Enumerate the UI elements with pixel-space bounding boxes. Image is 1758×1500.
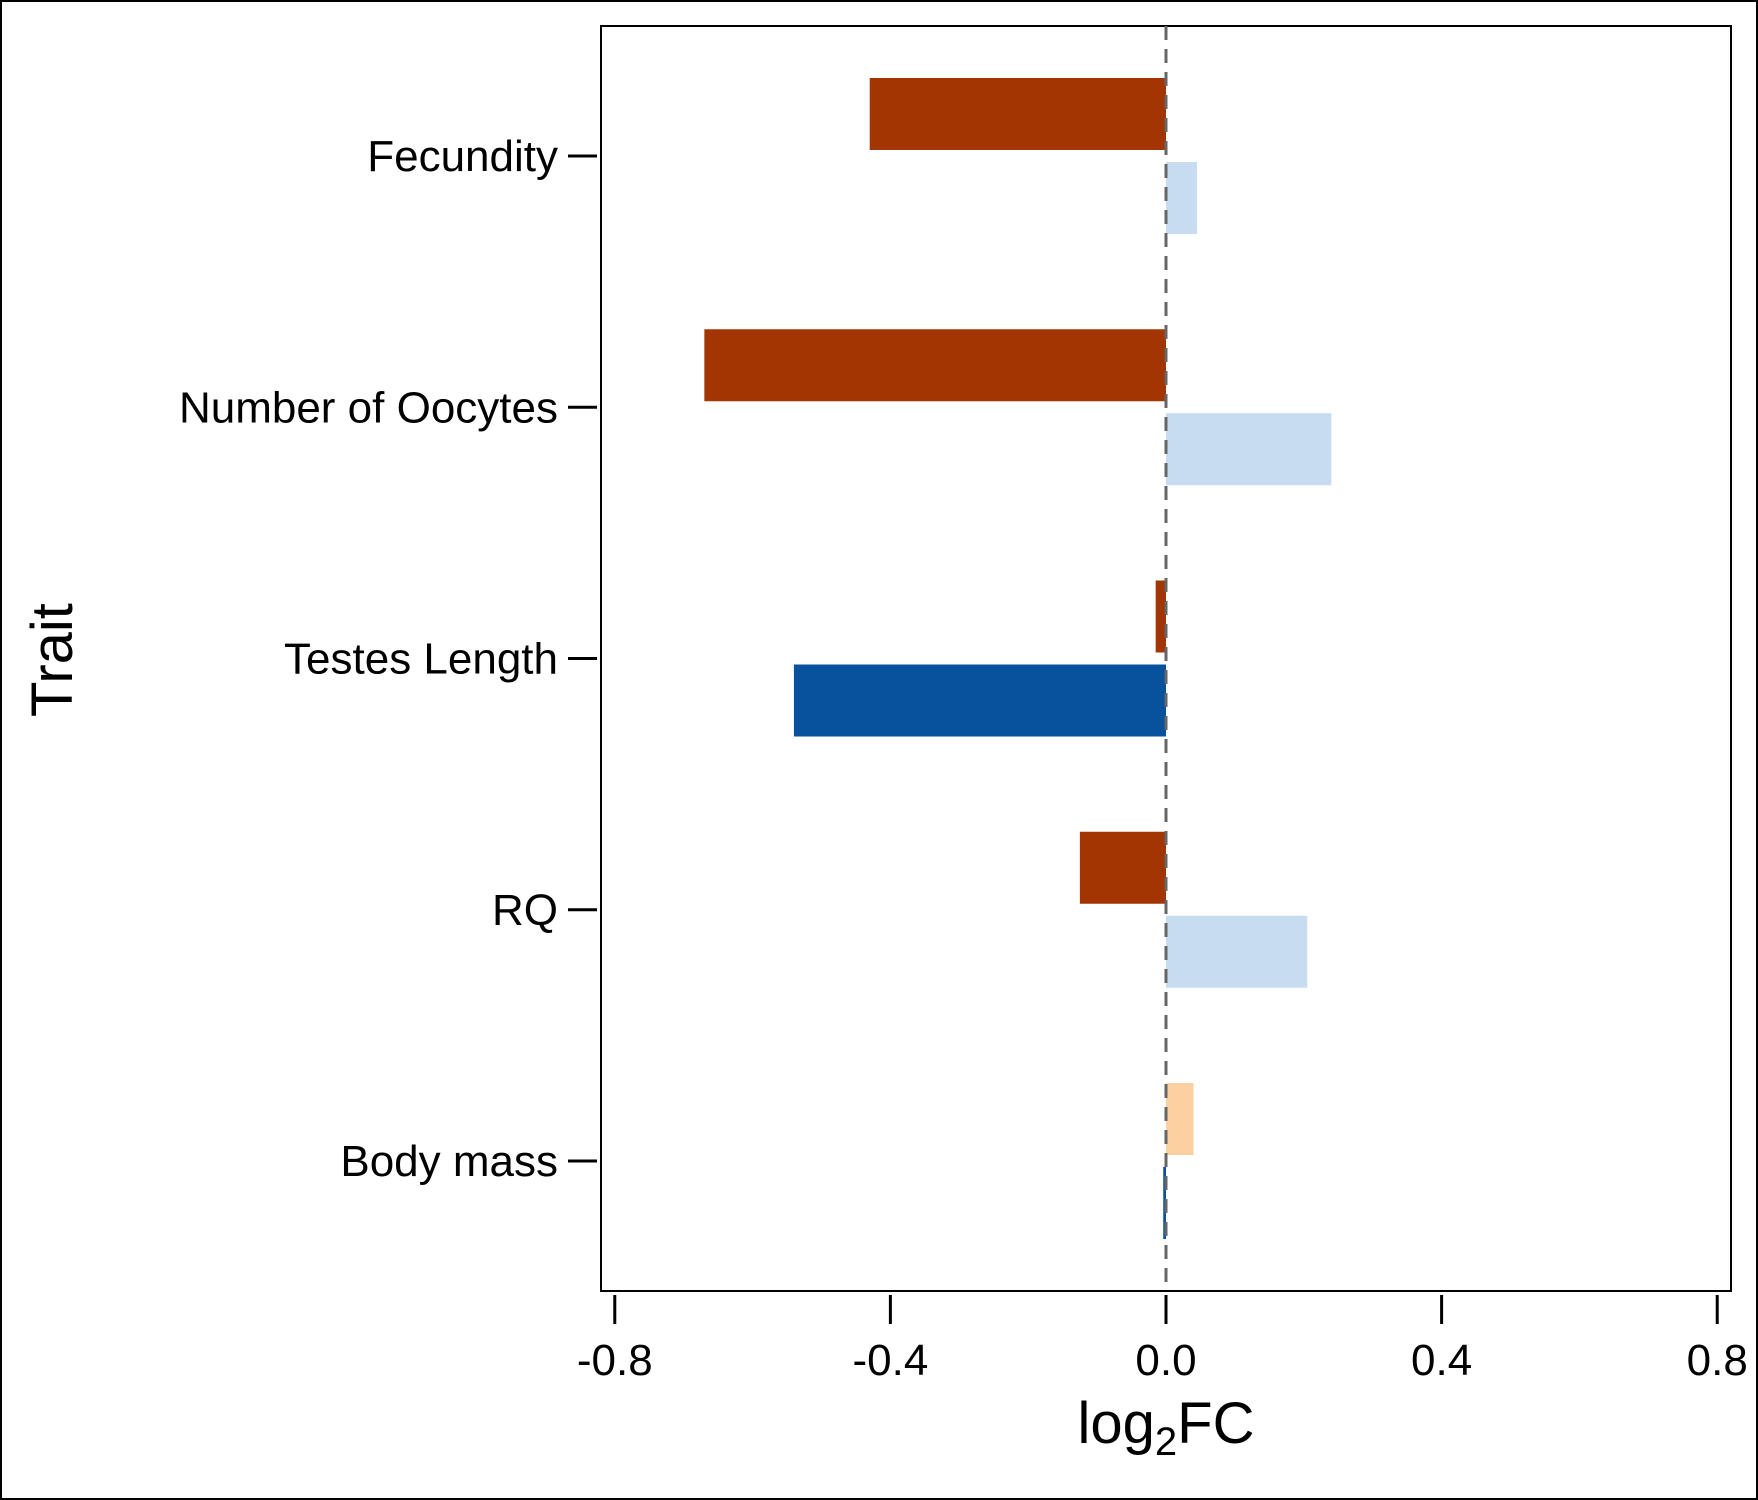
bar-fecundity-upper <box>869 78 1166 150</box>
y-tick-label-number-of-oocytes: Number of Oocytes <box>179 383 558 432</box>
bar-fecundity-lower <box>1166 162 1198 234</box>
y-axis-title: Trait <box>20 603 85 717</box>
x-tick-label: 0.0 <box>1135 1336 1196 1385</box>
y-tick-label-body-mass: Body mass <box>340 1137 558 1186</box>
y-axis: Fecundity Number of Oocytes Testes Length R… <box>179 132 597 1186</box>
x-axis: -0.8 -0.4 0.0 0.4 0.8 <box>577 1295 1748 1385</box>
bar-number-of-oocytes-upper <box>704 329 1166 402</box>
bar-body-mass-upper <box>1166 1083 1194 1155</box>
bar-number-of-oocytes-lower <box>1166 413 1332 486</box>
x-axis-title: log2FC <box>1078 1391 1255 1464</box>
bar-testes-length-upper <box>1155 580 1166 653</box>
bar-rq-upper <box>1079 831 1166 904</box>
y-tick-label-testes-length: Testes Length <box>284 635 558 684</box>
x-tick-label: 0.8 <box>1687 1336 1748 1385</box>
y-tick-label-fecundity: Fecundity <box>367 132 558 181</box>
bars-group <box>704 78 1332 1239</box>
y-tick-label-rq: RQ <box>492 886 558 935</box>
x-tick-label: -0.8 <box>577 1336 653 1385</box>
x-tick-label: 0.4 <box>1411 1336 1472 1385</box>
bar-testes-length-lower <box>793 664 1166 737</box>
bar-rq-lower <box>1166 915 1308 988</box>
x-tick-label: -0.4 <box>852 1336 928 1385</box>
